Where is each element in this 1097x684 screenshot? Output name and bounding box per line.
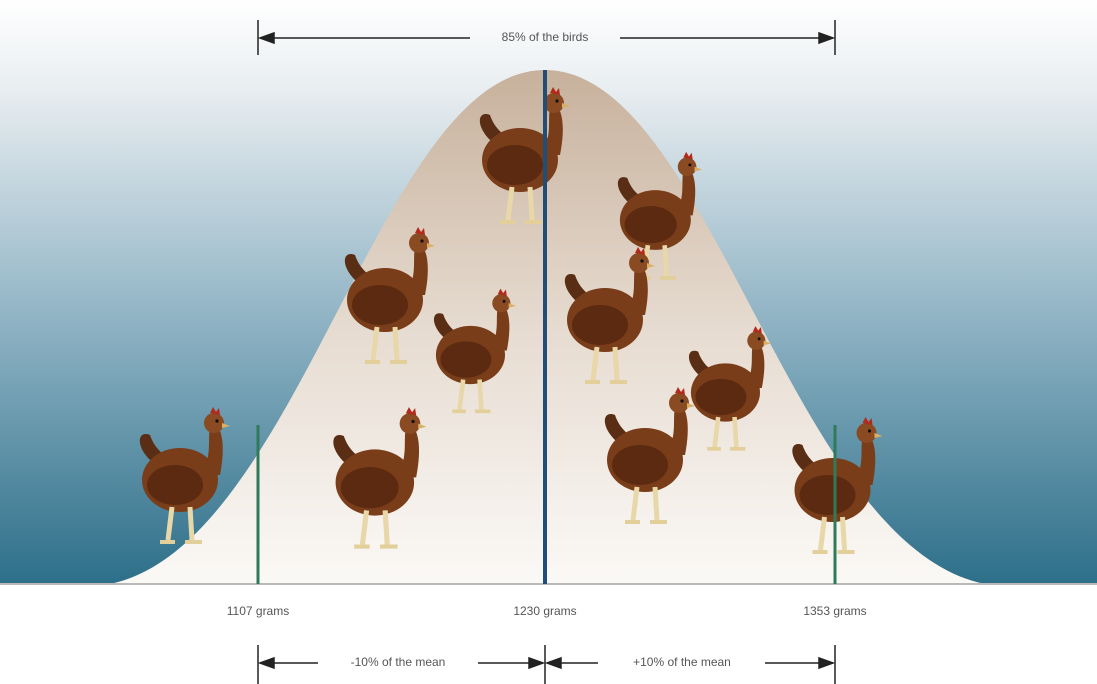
percent-label: -10% of the mean [351,655,446,669]
weight-label: 1230 grams [513,604,576,618]
bell-curve [110,70,985,584]
weight-label: 1353 grams [803,604,866,618]
bottom-arrows [257,645,836,684]
percent-label: +10% of the mean [633,655,731,669]
top-arrow [257,20,836,55]
top-label: 85% of the birds [502,30,589,44]
weight-label: 1107 grams [227,604,289,618]
